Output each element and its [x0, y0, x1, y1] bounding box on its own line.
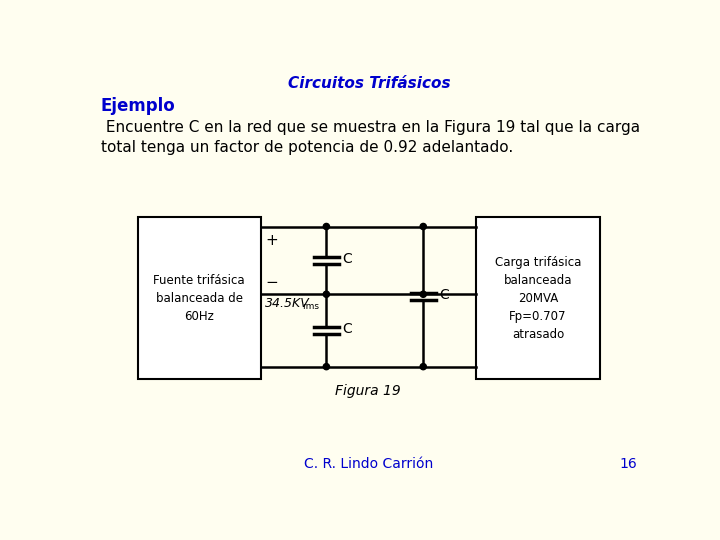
- Text: C: C: [438, 288, 449, 302]
- Text: 34.5KV: 34.5KV: [265, 298, 310, 310]
- Circle shape: [323, 291, 330, 298]
- Circle shape: [323, 363, 330, 370]
- Text: −: −: [265, 275, 278, 289]
- Text: Ejemplo: Ejemplo: [101, 97, 176, 115]
- Text: C. R. Lindo Carrión: C. R. Lindo Carrión: [305, 457, 433, 471]
- Text: C: C: [342, 252, 351, 266]
- Text: +: +: [265, 233, 278, 248]
- Bar: [138, 217, 261, 379]
- Text: rms: rms: [302, 302, 320, 311]
- Circle shape: [420, 363, 426, 370]
- Circle shape: [420, 291, 426, 298]
- Text: 16: 16: [619, 457, 637, 471]
- Text: Circuitos Trifásicos: Circuitos Trifásicos: [288, 76, 450, 91]
- Text: Figura 19: Figura 19: [336, 383, 401, 397]
- Bar: [476, 217, 600, 379]
- Text: C: C: [342, 322, 351, 336]
- Text: Carga trifásica
balanceada
20MVA
Fp=0.707
atrasado: Carga trifásica balanceada 20MVA Fp=0.70…: [495, 255, 581, 341]
- Circle shape: [420, 224, 426, 230]
- Circle shape: [323, 224, 330, 230]
- Text: Fuente trifásica
balanceada de
60Hz: Fuente trifásica balanceada de 60Hz: [153, 274, 245, 322]
- Text: Encuentre C en la red que se muestra en la Figura 19 tal que la carga
total teng: Encuentre C en la red que se muestra en …: [101, 120, 640, 155]
